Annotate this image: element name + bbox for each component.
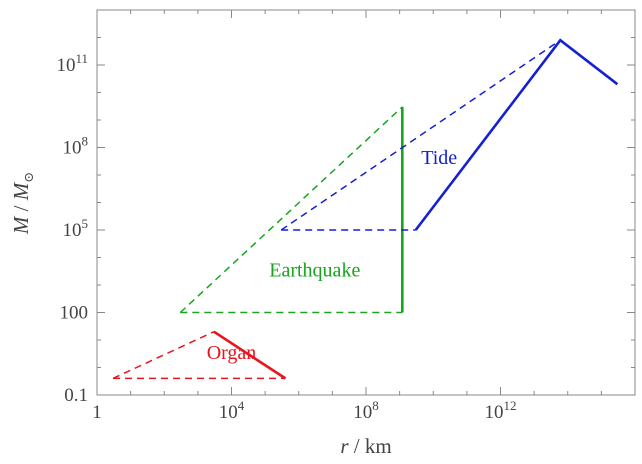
y-tick-label: 1011	[56, 51, 88, 76]
earthquake-label: Earthquake	[269, 260, 360, 282]
x-tick-label: 108	[353, 398, 379, 423]
x-tick-label: 1012	[485, 398, 517, 423]
y-tick-label: 105	[63, 216, 89, 241]
y-axis-label: M / M⊙	[9, 172, 36, 235]
y-tick-label: 0.1	[64, 385, 88, 406]
x-tick-label: 1	[92, 402, 102, 423]
x-tick-label: 104	[219, 398, 245, 423]
series-layer	[112, 38, 619, 380]
y-tick-label: 108	[63, 134, 89, 159]
y-tick-label: 100	[60, 303, 89, 324]
organ-series	[112, 330, 287, 380]
axis-tick-labels: 1 104 108 1012 0.1 100 105 108 1011	[56, 51, 516, 423]
x-axis-label: r / km	[340, 434, 391, 458]
region-labels: Organ Earthquake Tide	[207, 147, 458, 364]
tide-label: Tide	[421, 147, 457, 169]
organ-solid-line	[213, 330, 287, 380]
plot-frame	[96, 9, 636, 396]
tide-series	[280, 38, 619, 231]
organ-dashed-line	[112, 331, 215, 380]
earthquake-dashed-line	[179, 106, 403, 314]
axis-ticks	[96, 9, 636, 396]
tide-solid-line	[414, 38, 619, 231]
tide-dashed-line	[280, 39, 561, 231]
earthquake-series	[179, 106, 404, 314]
organ-label: Organ	[207, 342, 257, 364]
